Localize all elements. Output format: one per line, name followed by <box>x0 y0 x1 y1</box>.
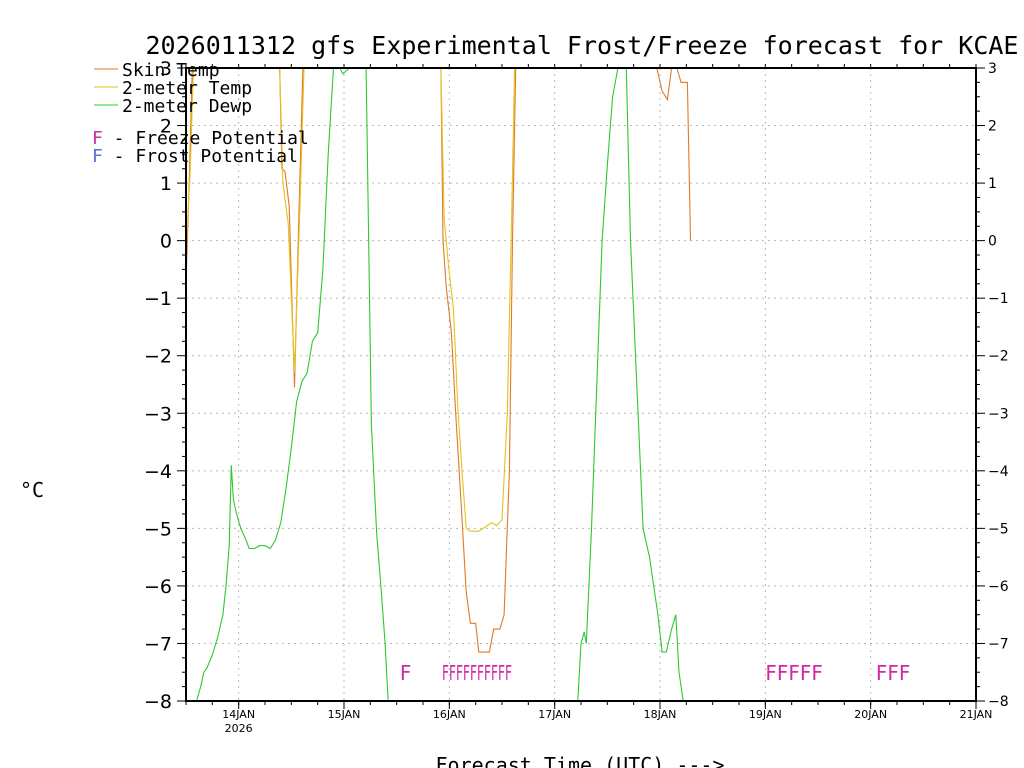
legend-label-2m-temp: 2-meter Temp <box>122 78 252 99</box>
frost-potential-label: - Frost Potential <box>103 146 298 167</box>
y-tick-label-left: −3 <box>144 403 172 425</box>
y-tick-label-left: 3 <box>160 58 172 80</box>
chart-title: 2026011312 gfs Experimental Frost/Freeze… <box>146 31 1019 60</box>
y-tick-label-right: 0 <box>988 234 997 250</box>
x-tick-label: 14JAN <box>222 708 255 721</box>
y-tick-label-right: 1 <box>988 176 997 192</box>
freeze-marker: F <box>400 661 412 685</box>
y-tick-label-right: −5 <box>988 521 1009 537</box>
series-line-2-meter-temp <box>279 67 305 374</box>
y-tick-label-left: 0 <box>160 231 172 253</box>
y-tick-label-left: −4 <box>144 461 172 483</box>
legend-label-2m-dewp: 2-meter Dewp <box>122 96 252 117</box>
frost-potential-legend: F - Frost Potential <box>92 146 298 167</box>
series-line-2-meter-dewp <box>577 67 684 702</box>
series-line-skin-temp <box>652 67 692 241</box>
freeze-markers: F FFFFFFFFFF FFFFF FFF <box>400 661 911 685</box>
y-tick-label-left: −7 <box>144 633 172 655</box>
y-tick-label-right: −7 <box>988 636 1009 652</box>
series-line-2-meter-dewp <box>195 67 350 702</box>
y-tick-label-left: −8 <box>144 691 172 713</box>
legend-label-skin-temp: Skin Temp <box>122 60 220 81</box>
plot-frame <box>185 67 977 702</box>
y-tick-label-left: −2 <box>144 346 172 368</box>
series-line-2-meter-temp <box>440 67 516 532</box>
series-line-2-meter-temp <box>185 67 194 253</box>
x-tick-label: 18JAN <box>644 708 677 721</box>
y-tick-label-right: 3 <box>988 61 997 77</box>
x-tick-label: 21JAN <box>960 708 993 721</box>
y-tick-label-left: −1 <box>144 288 172 310</box>
freeze-marker: FFF <box>876 661 911 685</box>
x-tick-sublabel: 2026 <box>225 722 253 735</box>
y-tick-label-right: −6 <box>988 579 1009 595</box>
gridlines <box>186 68 976 701</box>
freeze-marker: FFFFF <box>765 661 823 685</box>
x-tick-label: 20JAN <box>854 708 887 721</box>
freeze-potential-marker: F <box>92 128 103 149</box>
y-tick-label-right: 2 <box>988 119 997 135</box>
freeze-potential-label: - Freeze Potential <box>103 128 309 149</box>
freeze-potential-legend: F - Freeze Potential <box>92 128 309 149</box>
y-tick-label-right: −3 <box>988 406 1009 422</box>
y-tick-label-right: −4 <box>988 464 1009 480</box>
x-axis-label: Forecast Time (UTC) ---> <box>436 753 725 768</box>
y-tick-label-right: −2 <box>988 349 1009 365</box>
y-tick-label-left: −6 <box>144 576 172 598</box>
y-axis-label: °C <box>20 478 44 502</box>
series-lines <box>185 67 692 702</box>
frost-potential-marker: F <box>92 146 103 167</box>
axis-ticks: −8 −8 −7 −7 −6 −6 −5 −5 −4 −4 −3 −3 −2 −2 −1 −1 0 0 1 1 2 2 3 3… <box>144 58 1009 735</box>
x-tick-label: 17JAN <box>538 708 571 721</box>
y-tick-label-left: −5 <box>144 518 172 540</box>
x-tick-label: 15JAN <box>328 708 361 721</box>
y-tick-label-right: −1 <box>988 291 1009 307</box>
x-tick-label: 19JAN <box>749 708 782 721</box>
series-line-skin-temp <box>279 67 304 388</box>
freeze-marker: FFFFFFFFFF <box>442 661 512 685</box>
series-line-skin-temp <box>440 67 517 653</box>
y-tick-label-right: −8 <box>988 694 1009 710</box>
y-tick-label-left: 2 <box>160 116 172 138</box>
legend: Skin Temp 2-meter Temp 2-meter Dewp F - … <box>92 60 309 167</box>
series-line-2-meter-dewp <box>365 67 389 702</box>
x-tick-label: 16JAN <box>433 708 466 721</box>
y-tick-label-left: 1 <box>160 173 172 195</box>
